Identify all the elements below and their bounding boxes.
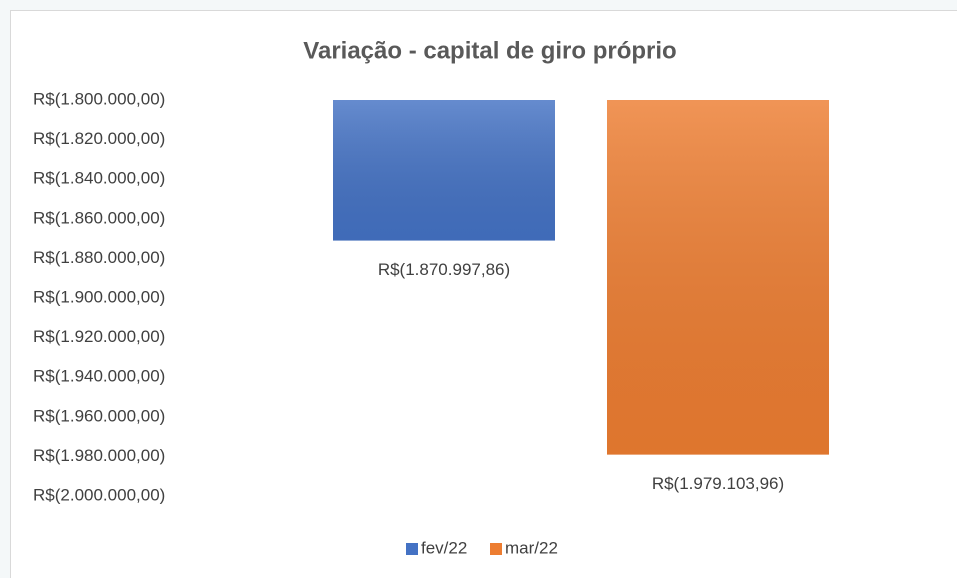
y-tick-label: R$(1.920.000,00) (33, 327, 165, 346)
y-tick-label: R$(1.940.000,00) (33, 367, 165, 386)
legend-label: mar/22 (505, 538, 558, 557)
bar (607, 100, 829, 455)
y-tick-label: R$(1.840.000,00) (33, 169, 165, 188)
y-tick-label: R$(1.860.000,00) (33, 208, 165, 227)
chart-title: Variação - capital de giro próprio (303, 37, 676, 64)
legend-label: fev/22 (421, 538, 467, 557)
legend-swatch (406, 543, 418, 555)
data-label: R$(1.870.997,86) (378, 260, 510, 279)
y-tick-label: R$(1.960.000,00) (33, 406, 165, 425)
y-tick-label: R$(1.880.000,00) (33, 248, 165, 267)
y-tick-label: R$(1.900.000,00) (33, 287, 165, 306)
bar (333, 100, 555, 241)
y-tick-label: R$(1.820.000,00) (33, 129, 165, 148)
legend-swatch (490, 543, 502, 555)
y-tick-label: R$(2.000.000,00) (33, 485, 165, 504)
y-tick-label: R$(1.980.000,00) (33, 446, 165, 465)
y-tick-label: R$(1.800.000,00) (33, 89, 165, 108)
data-label: R$(1.979.103,96) (652, 474, 784, 493)
